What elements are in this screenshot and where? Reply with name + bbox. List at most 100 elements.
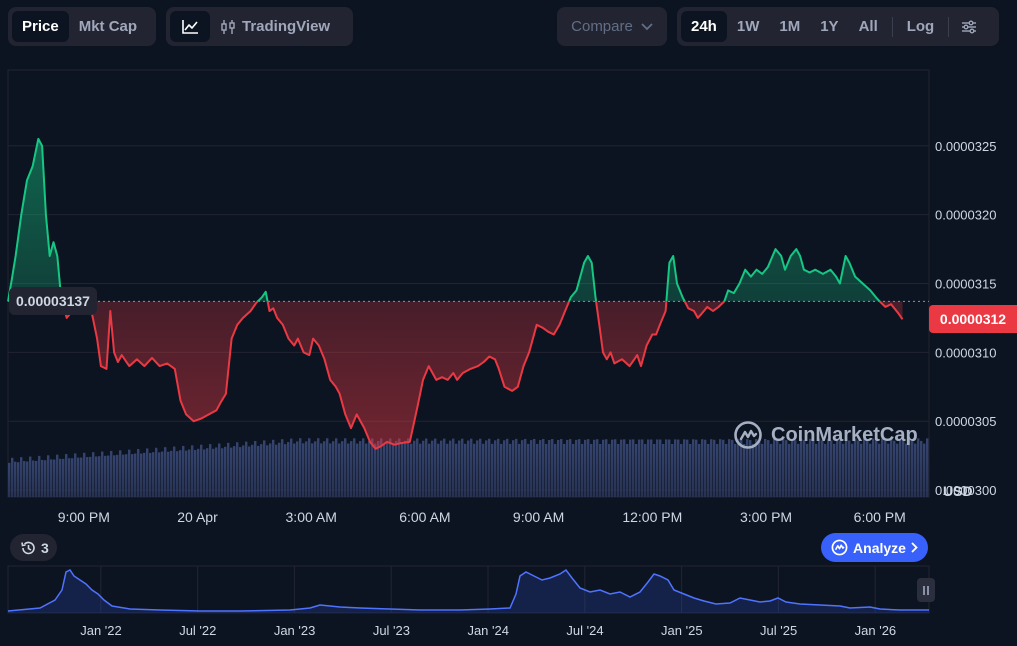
volume-bar — [656, 439, 659, 497]
volume-bar — [560, 439, 563, 497]
volume-bar — [848, 440, 851, 497]
compare-dropdown[interactable]: Compare — [557, 7, 667, 46]
volume-bar — [458, 440, 461, 497]
volume-bar — [332, 441, 335, 497]
volume-bar — [308, 438, 311, 497]
volume-bar — [347, 443, 350, 497]
volume-bar — [290, 438, 293, 497]
chart-settings-button[interactable] — [953, 11, 985, 42]
range-drag-handle[interactable] — [917, 578, 935, 602]
volume-bar — [590, 443, 593, 497]
volume-bar — [626, 443, 629, 497]
volume-bar — [179, 450, 182, 497]
volume-bar — [839, 440, 842, 497]
volume-bar — [149, 452, 152, 497]
tradingview-button[interactable]: TradingView — [210, 11, 340, 42]
volume-bar — [881, 438, 884, 497]
range-1y-tab[interactable]: 1Y — [820, 18, 839, 35]
volume-bar — [329, 443, 332, 497]
volume-bar — [818, 438, 821, 497]
volume-bar — [743, 443, 746, 497]
volume-bar — [161, 451, 164, 497]
range-1m-tab[interactable]: 1M — [779, 18, 801, 35]
log-scale-button[interactable]: Log — [906, 18, 935, 35]
volume-bar — [701, 439, 704, 497]
history-button[interactable]: 3 — [10, 534, 57, 561]
price-chart[interactable]: 0.0000325 0.0000320 0.0000315 0.0000310 0.00… — [0, 60, 1017, 540]
volume-bar — [89, 456, 92, 497]
range-toggle: 24h 1W 1M 1Y All Log — [677, 7, 999, 46]
volume-bar — [173, 446, 176, 497]
volume-bar — [824, 443, 827, 497]
volume-bar — [368, 441, 371, 497]
chart-toolbar: Price Mkt Cap TradingView Compare 24h 1W — [0, 7, 1017, 47]
volume-bar — [215, 447, 218, 497]
volume-bar — [518, 443, 521, 497]
volume-bar — [218, 443, 221, 497]
volume-bar — [890, 438, 893, 497]
overview-x-tick-label: Jul '24 — [566, 623, 603, 638]
volume-bar — [158, 452, 161, 497]
volume-bar — [830, 440, 833, 497]
volume-bar — [905, 443, 908, 497]
volume-bar — [137, 449, 140, 497]
mktcap-tab[interactable]: Mkt Cap — [78, 18, 138, 35]
volume-bar — [398, 438, 401, 497]
sliders-icon — [962, 20, 977, 33]
price-area-above — [8, 138, 903, 302]
volume-bar — [734, 443, 737, 497]
x-tick-label: 6:00 PM — [854, 509, 906, 525]
volume-bar — [416, 438, 419, 497]
volume-bar — [203, 449, 206, 497]
volume-bar — [869, 443, 872, 497]
overview-x-tick-label: Jul '25 — [760, 623, 797, 638]
range-1w-tab[interactable]: 1W — [736, 18, 760, 35]
volume-bar — [62, 458, 65, 497]
volume-bar — [509, 443, 512, 497]
volume-bar — [386, 440, 389, 497]
overview-x-tick-label: Jan '25 — [661, 623, 703, 638]
volume-bar — [71, 458, 74, 497]
volume-bar — [11, 457, 14, 497]
volume-bar — [254, 441, 257, 497]
volume-bar — [740, 439, 743, 497]
volume-bar — [785, 440, 788, 497]
volume-bar — [470, 438, 473, 497]
volume-bar — [269, 443, 272, 497]
volume-bar — [632, 439, 635, 497]
volume-bar — [38, 455, 41, 497]
volume-bar — [851, 443, 854, 497]
range-overview-navigator[interactable]: Jan '22 Jul '22 Jan '23 Jul '23 Jan '24 Jul '… — [0, 564, 1017, 646]
volume-bar — [593, 439, 596, 497]
overview-area — [8, 570, 929, 613]
volume-bar — [713, 439, 716, 497]
volume-bar — [356, 443, 359, 497]
volume-bar — [914, 443, 917, 497]
volume-bar — [482, 443, 485, 497]
range-all-tab[interactable]: All — [858, 18, 878, 35]
volume-bar — [17, 462, 20, 497]
volume-bar — [365, 443, 368, 497]
volume-bar — [26, 461, 29, 497]
volume-bar — [725, 443, 728, 497]
volume-bar — [23, 461, 26, 497]
x-tick-label: 6:00 AM — [399, 509, 450, 525]
volume-bar — [302, 443, 305, 497]
volume-bar — [380, 438, 383, 497]
volume-bar — [464, 443, 467, 497]
volume-bar — [374, 443, 377, 497]
range-24h-tab[interactable]: 24h — [681, 11, 727, 42]
volume-bar — [581, 443, 584, 497]
volume-bar — [299, 438, 302, 497]
price-tab[interactable]: Price — [12, 11, 69, 42]
line-chart-button[interactable] — [170, 11, 210, 42]
volume-bar — [767, 440, 770, 497]
volume-bar — [32, 460, 35, 497]
volume-bar — [281, 439, 284, 497]
volume-bar — [248, 446, 251, 497]
volume-bar — [413, 440, 416, 497]
analyze-button[interactable]: Analyze — [821, 533, 928, 562]
toolbar-divider — [948, 16, 950, 37]
volume-bar — [542, 438, 545, 497]
volume-bar — [377, 440, 380, 497]
